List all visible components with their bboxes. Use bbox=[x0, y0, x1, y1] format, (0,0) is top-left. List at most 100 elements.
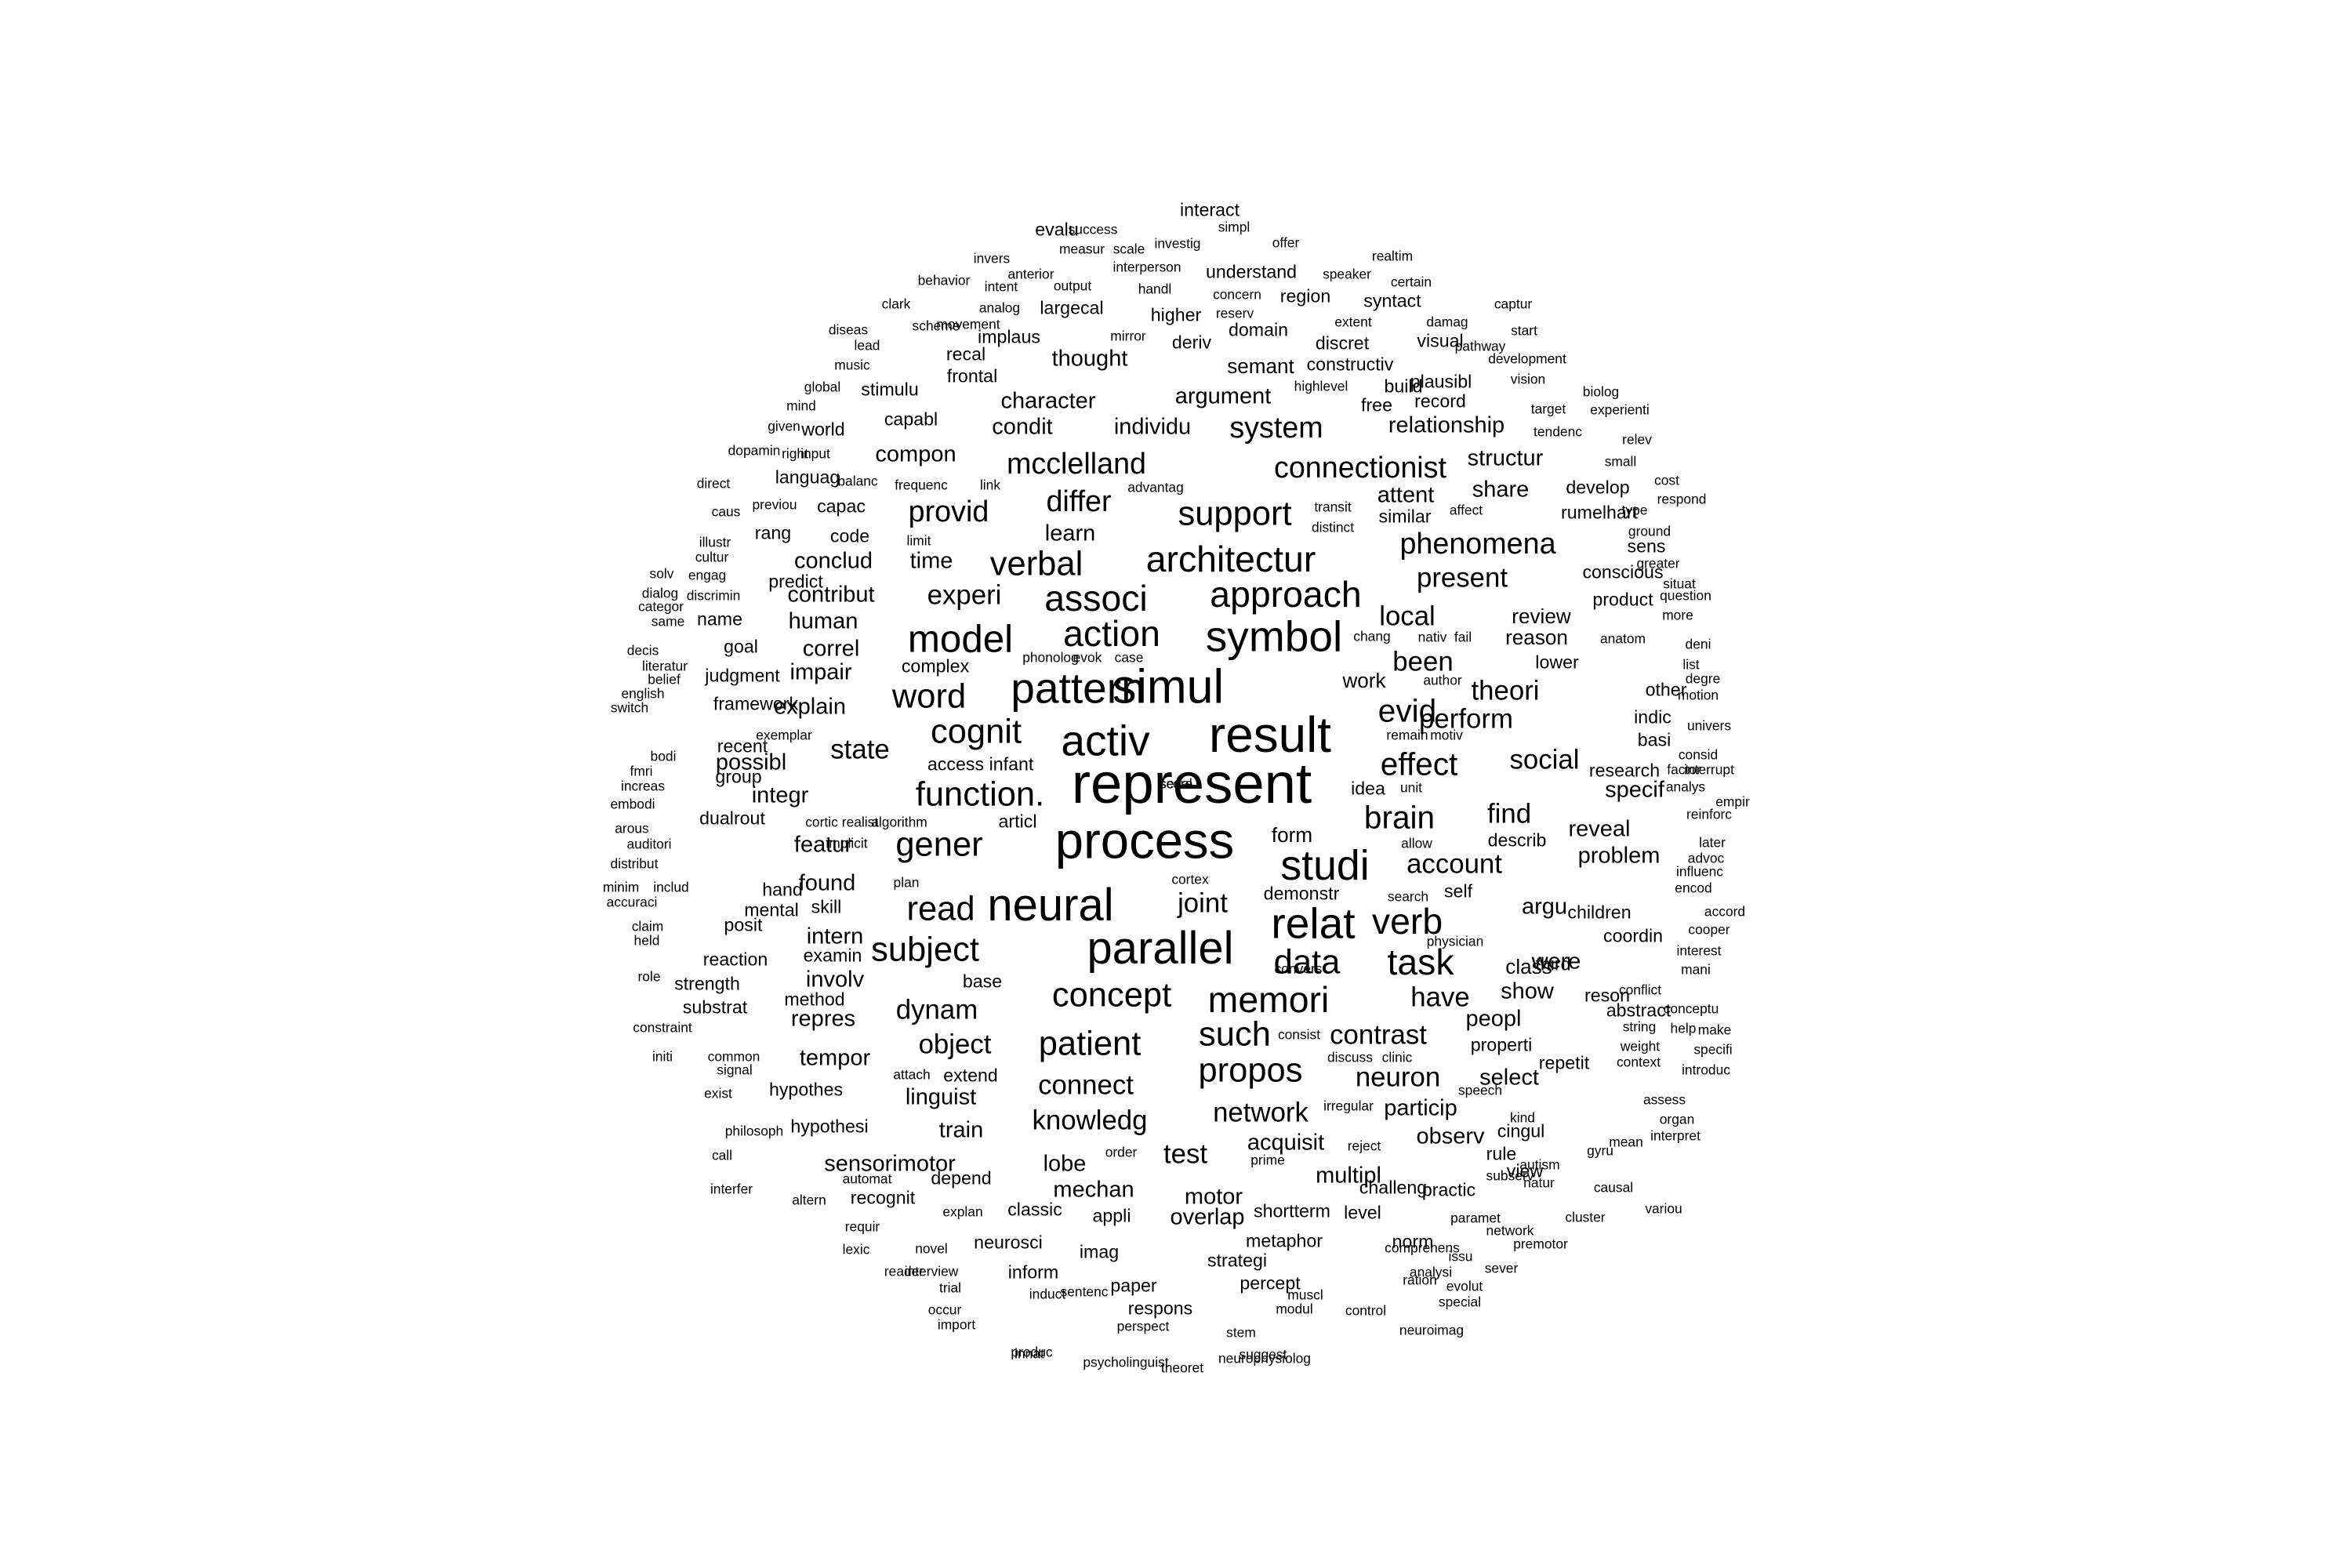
word-analog: analog bbox=[978, 299, 1021, 316]
word-discuss: discuss bbox=[1327, 1049, 1373, 1065]
word-neuron: neuron bbox=[1355, 1062, 1441, 1093]
word-involv: involv bbox=[805, 967, 865, 993]
word-level: level bbox=[1344, 1202, 1381, 1223]
word-discrimin: discrimin bbox=[686, 587, 741, 604]
word-demonstr: demonstr bbox=[1263, 883, 1340, 904]
word-mechan: mechan bbox=[1053, 1177, 1134, 1203]
word-common: common bbox=[707, 1048, 760, 1065]
word-right: right bbox=[782, 445, 808, 462]
word-train: train bbox=[938, 1117, 984, 1143]
word-correl: correl bbox=[802, 636, 860, 662]
word-exemplar: exemplar bbox=[756, 727, 812, 743]
word-reaction: reaction bbox=[702, 949, 768, 970]
word-argument: argument bbox=[1174, 383, 1272, 409]
word-plausibl: plausibl bbox=[1410, 371, 1472, 392]
word-control: control bbox=[1345, 1302, 1387, 1319]
word-time: time bbox=[909, 548, 953, 574]
word-certain: certain bbox=[1390, 274, 1432, 290]
word-present: present bbox=[1416, 562, 1508, 593]
word-cingul: cingul bbox=[1497, 1120, 1545, 1142]
word-properti: properti bbox=[1470, 1034, 1533, 1055]
word-work: work bbox=[1342, 668, 1386, 692]
word-repetit: repetit bbox=[1538, 1052, 1590, 1073]
word-contribut: contribut bbox=[787, 582, 875, 608]
word-analys: analys bbox=[1665, 779, 1706, 795]
word-human: human bbox=[788, 608, 858, 634]
word-learn: learn bbox=[1044, 521, 1096, 546]
word-kind: kind bbox=[1510, 1109, 1535, 1126]
word-conclud: conclud bbox=[794, 548, 873, 574]
word-fmri: fmri bbox=[630, 763, 653, 779]
word-been: been bbox=[1392, 646, 1454, 677]
word-physician: physician bbox=[1426, 933, 1484, 949]
word-evok: evok bbox=[1073, 649, 1102, 666]
word-start: start bbox=[1511, 322, 1537, 339]
word-deriv: deriv bbox=[1171, 332, 1212, 353]
word-read: read bbox=[906, 890, 975, 928]
word-appli: appli bbox=[1092, 1205, 1131, 1226]
word-abstract: abstract bbox=[1606, 1000, 1671, 1021]
word-compon: compon bbox=[875, 441, 956, 467]
word-name: name bbox=[696, 608, 743, 630]
word-vision: vision bbox=[1510, 371, 1546, 387]
word-captur: captur bbox=[1494, 296, 1533, 312]
word-remain: remain bbox=[1386, 727, 1428, 743]
word-distribut: distribut bbox=[610, 855, 659, 872]
word-third: third bbox=[1535, 953, 1571, 975]
word-lobe: lobe bbox=[1043, 1151, 1087, 1177]
word-implicit: implicit bbox=[826, 835, 868, 851]
word-convers: convers bbox=[1274, 960, 1323, 977]
word-rumelhart: rumelhart bbox=[1561, 502, 1638, 523]
word-hand: hand bbox=[762, 879, 803, 900]
word-word: word bbox=[891, 677, 967, 716]
word-cortic: cortic bbox=[805, 814, 838, 830]
word-approach: approach bbox=[1210, 573, 1362, 615]
word-paper: paper bbox=[1110, 1275, 1157, 1296]
word-social: social bbox=[1509, 744, 1580, 775]
word-clinic: clinic bbox=[1381, 1049, 1413, 1065]
word-produc: produc bbox=[1011, 1344, 1053, 1360]
word-arous: arous bbox=[615, 820, 649, 837]
word-specif: specif bbox=[1605, 777, 1664, 803]
word-more: more bbox=[1662, 607, 1693, 623]
word-review: review bbox=[1512, 604, 1571, 628]
word-integr: integr bbox=[751, 782, 809, 808]
word-base: base bbox=[962, 971, 1003, 992]
word-requir: requir bbox=[844, 1218, 880, 1235]
word-experi: experi bbox=[927, 579, 1002, 611]
word-previou: previou bbox=[752, 496, 797, 513]
word-dynam: dynam bbox=[895, 994, 978, 1025]
word-develop: develop bbox=[1566, 477, 1630, 498]
word-global: global bbox=[804, 379, 841, 395]
word-architectur: architectur bbox=[1145, 538, 1316, 579]
word-reveal: reveal bbox=[1568, 816, 1631, 842]
word-connectionist: connectionist bbox=[1274, 451, 1446, 485]
word-prime: prime bbox=[1250, 1152, 1285, 1168]
word-scheme: scheme bbox=[912, 318, 960, 334]
word-network: network bbox=[1213, 1097, 1308, 1128]
word-sentenc: sentenc bbox=[1060, 1283, 1109, 1300]
word-accuraci: accuraci bbox=[606, 894, 658, 910]
word-interest: interest bbox=[1676, 942, 1722, 959]
word-similar: similar bbox=[1378, 506, 1432, 527]
word-subserv: subserv bbox=[1486, 1167, 1534, 1184]
word-plan: plan bbox=[893, 874, 920, 891]
word-evid: evid bbox=[1377, 692, 1437, 729]
word-interpret: interpret bbox=[1650, 1127, 1700, 1144]
word-lead: lead bbox=[854, 337, 880, 354]
word-respons: respons bbox=[1127, 1298, 1193, 1319]
word-were: were bbox=[1531, 949, 1581, 975]
word-conceptu: conceptu bbox=[1663, 1000, 1719, 1017]
word-rang: rang bbox=[754, 522, 792, 543]
word-transit: transit bbox=[1314, 499, 1352, 515]
word-motiv: motiv bbox=[1430, 727, 1463, 743]
word-neurosci: neurosci bbox=[974, 1232, 1043, 1253]
word-illustr: illustr bbox=[699, 534, 731, 550]
word-phenomena: phenomena bbox=[1399, 527, 1556, 561]
word-show: show bbox=[1501, 978, 1554, 1004]
word-represent: represent bbox=[1071, 751, 1312, 815]
word-premotor: premotor bbox=[1513, 1236, 1568, 1252]
word-handl: handl bbox=[1138, 281, 1172, 297]
word-factor: factor bbox=[1667, 761, 1701, 778]
word-order: order bbox=[1105, 1144, 1138, 1160]
